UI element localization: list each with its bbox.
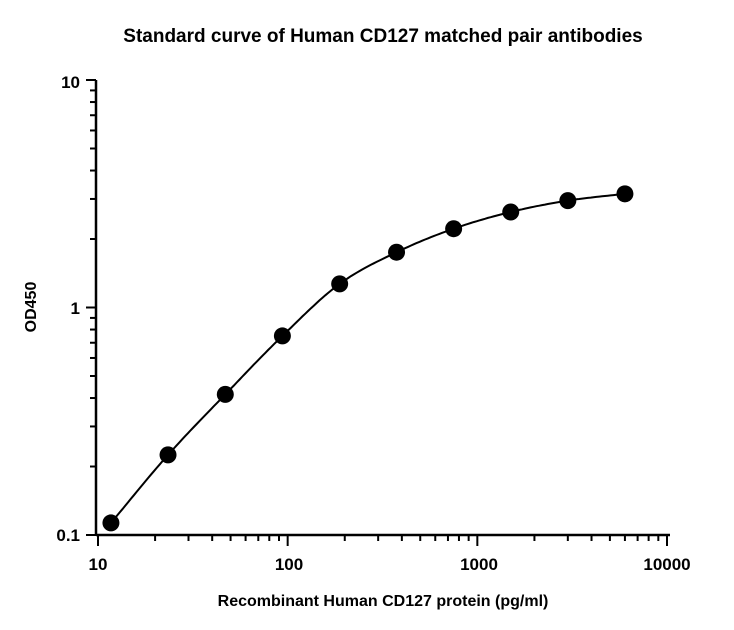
x-axis: 10 100 1000 10000 Recombinant Human CD12… xyxy=(89,533,691,610)
chart-title: Standard curve of Human CD127 matched pa… xyxy=(123,26,642,47)
y-tick-label: 10 xyxy=(61,73,80,92)
data-point xyxy=(388,243,406,261)
data-point xyxy=(273,327,291,345)
plot-area xyxy=(102,185,634,532)
data-point xyxy=(216,385,234,403)
data-point xyxy=(445,220,463,238)
data-point xyxy=(502,203,520,221)
data-point xyxy=(331,275,349,293)
x-axis-label: Recombinant Human CD127 protein (pg/ml) xyxy=(218,593,549,610)
data-point xyxy=(159,446,177,464)
fit-curve xyxy=(110,192,626,524)
y-axis-label: OD450 xyxy=(23,282,40,333)
x-tick-label: 10000 xyxy=(643,555,690,574)
y-axis: 0.1 1 10 OD450 xyxy=(23,73,98,545)
x-tick-label: 1000 xyxy=(460,555,498,574)
x-tick-label: 100 xyxy=(275,555,303,574)
y-tick-label: 0.1 xyxy=(56,526,80,545)
data-point xyxy=(102,514,120,532)
data-point xyxy=(616,185,634,203)
x-tick-label: 10 xyxy=(89,555,108,574)
data-point xyxy=(559,192,577,210)
data-points xyxy=(102,185,634,532)
y-tick-label: 1 xyxy=(71,299,80,318)
